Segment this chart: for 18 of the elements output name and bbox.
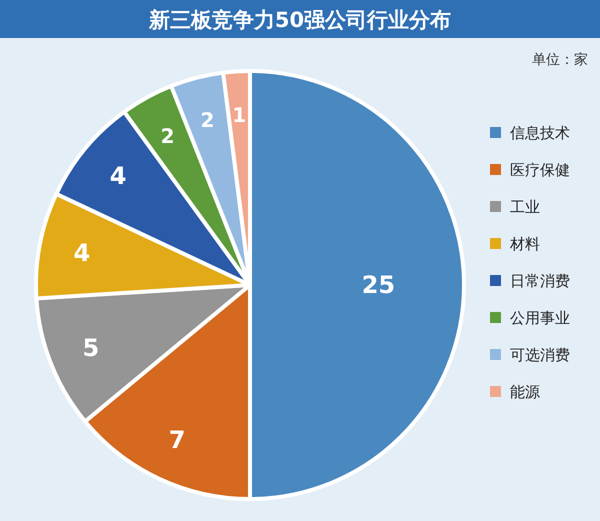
legend-label: 可选消费 <box>510 346 570 364</box>
chart-title: 新三板竞争力50强公司行业分布 <box>148 8 452 32</box>
text: 单位：家 <box>532 52 588 68</box>
legend-label: 医疗保健 <box>510 161 570 179</box>
data-label: 2 <box>160 124 174 148</box>
data-label: 1 <box>232 103 246 128</box>
data-label: 2 <box>200 108 214 132</box>
legend-label: 能源 <box>510 383 540 401</box>
data-label: 25 <box>362 271 396 299</box>
data-label: 4 <box>110 162 126 190</box>
data-label: 4 <box>73 238 90 267</box>
legend-label: 工业 <box>510 198 540 216</box>
legend-label: 公用事业 <box>510 309 570 327</box>
legend-label: 日常消费 <box>510 272 570 290</box>
data-label: 5 <box>82 334 100 362</box>
data-label: 7 <box>168 426 186 454</box>
legend-label: 材料 <box>509 235 540 253</box>
legend-label: 信息技术 <box>510 124 570 142</box>
